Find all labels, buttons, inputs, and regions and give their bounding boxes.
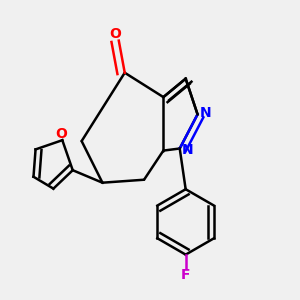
Text: F: F [181, 268, 190, 282]
Text: O: O [55, 127, 67, 141]
Text: N: N [182, 143, 194, 157]
Text: N: N [200, 106, 212, 120]
Text: O: O [109, 27, 121, 41]
